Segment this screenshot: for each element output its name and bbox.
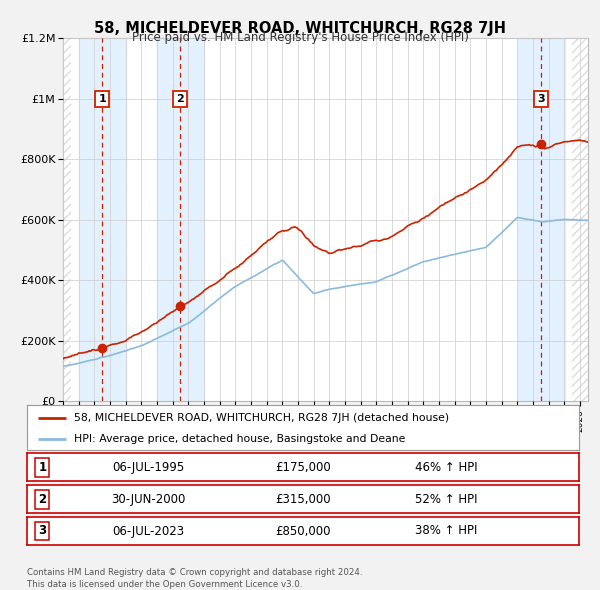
Text: 2: 2 — [176, 94, 184, 104]
Bar — [79, 38, 126, 401]
Bar — [572, 38, 588, 401]
Text: £315,000: £315,000 — [275, 493, 331, 506]
Text: 58, MICHELDEVER ROAD, WHITCHURCH, RG28 7JH: 58, MICHELDEVER ROAD, WHITCHURCH, RG28 7… — [94, 21, 506, 36]
Text: 1: 1 — [38, 461, 47, 474]
Text: 46% ↑ HPI: 46% ↑ HPI — [415, 461, 478, 474]
Text: £850,000: £850,000 — [275, 525, 331, 537]
Text: 3: 3 — [38, 525, 47, 537]
Text: 2: 2 — [38, 493, 47, 506]
Bar — [572, 38, 588, 401]
Text: 38% ↑ HPI: 38% ↑ HPI — [415, 525, 478, 537]
Text: 52% ↑ HPI: 52% ↑ HPI — [415, 493, 478, 506]
Text: Price paid vs. HM Land Registry's House Price Index (HPI): Price paid vs. HM Land Registry's House … — [131, 31, 469, 44]
Text: 06-JUL-1995: 06-JUL-1995 — [112, 461, 185, 474]
Text: Contains HM Land Registry data © Crown copyright and database right 2024.
This d: Contains HM Land Registry data © Crown c… — [27, 568, 362, 589]
Text: £175,000: £175,000 — [275, 461, 331, 474]
Text: 58, MICHELDEVER ROAD, WHITCHURCH, RG28 7JH (detached house): 58, MICHELDEVER ROAD, WHITCHURCH, RG28 7… — [74, 413, 449, 423]
Text: HPI: Average price, detached house, Basingstoke and Deane: HPI: Average price, detached house, Basi… — [74, 434, 405, 444]
Text: 3: 3 — [538, 94, 545, 104]
Bar — [63, 38, 71, 401]
Bar — [157, 38, 204, 401]
Text: 06-JUL-2023: 06-JUL-2023 — [112, 525, 185, 537]
Text: 1: 1 — [98, 94, 106, 104]
Bar — [63, 38, 71, 401]
Text: 30-JUN-2000: 30-JUN-2000 — [111, 493, 185, 506]
Bar — [518, 38, 565, 401]
